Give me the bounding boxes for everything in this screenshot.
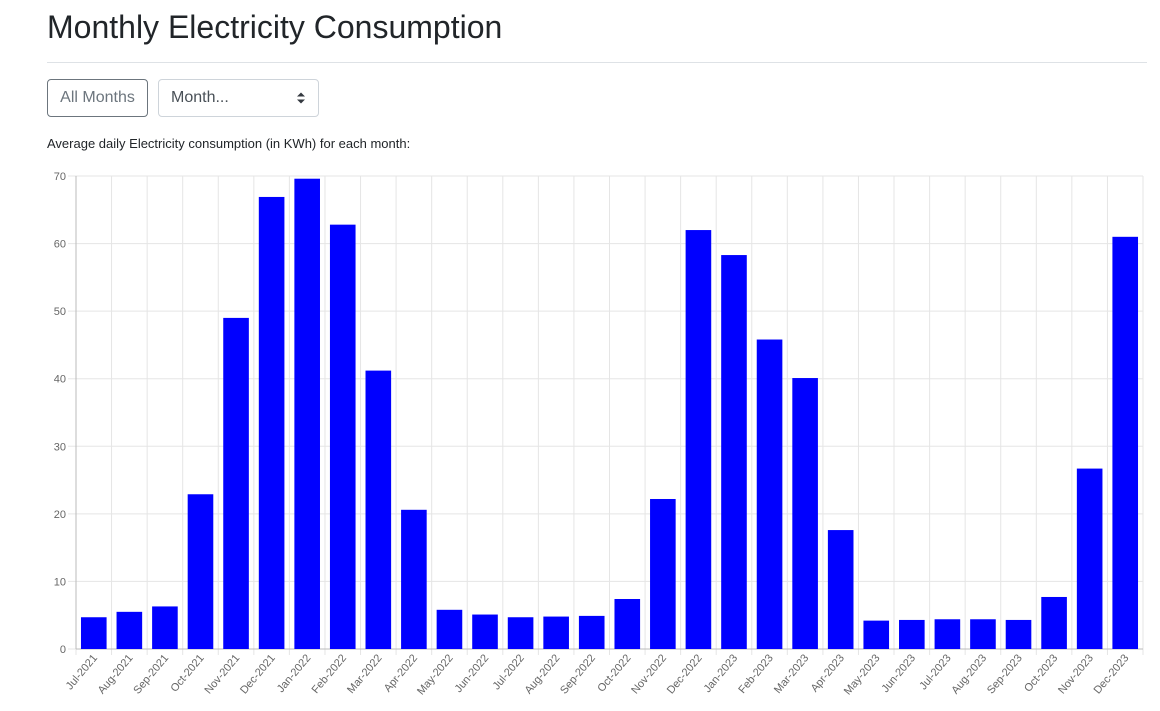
month-select[interactable]: Month... bbox=[158, 79, 319, 117]
x-tick-label: Jun-2022 bbox=[453, 652, 492, 695]
x-tick-label: Feb-2022 bbox=[310, 652, 349, 696]
bar bbox=[578, 615, 605, 649]
bar bbox=[863, 620, 890, 649]
bar bbox=[507, 617, 534, 649]
y-tick-label: 30 bbox=[54, 441, 66, 453]
x-tick-label: May-2022 bbox=[415, 652, 456, 697]
x-tick-label: May-2023 bbox=[842, 652, 883, 697]
y-tick-label: 70 bbox=[54, 171, 66, 183]
bar bbox=[721, 255, 747, 649]
x-tick-label: Nov-2021 bbox=[202, 652, 242, 696]
bar bbox=[187, 494, 214, 649]
y-tick-label: 40 bbox=[54, 374, 66, 386]
y-tick-label: 0 bbox=[60, 644, 66, 656]
bar bbox=[1112, 236, 1139, 650]
bar bbox=[436, 609, 463, 649]
x-tick-label: Oct-2023 bbox=[1022, 652, 1060, 694]
x-tick-label: Oct-2021 bbox=[169, 652, 207, 694]
x-tick-label: Mar-2023 bbox=[772, 652, 811, 696]
bar bbox=[80, 617, 107, 649]
bar bbox=[970, 619, 996, 649]
x-tick-label: Oct-2022 bbox=[595, 652, 633, 694]
page-title: Monthly Electricity Consumption bbox=[47, 9, 503, 45]
x-tick-label: Jan-2022 bbox=[275, 652, 314, 695]
x-tick-label: Feb-2023 bbox=[736, 652, 775, 696]
y-tick-label: 20 bbox=[54, 509, 66, 521]
bar bbox=[792, 378, 818, 649]
bar bbox=[329, 224, 356, 649]
x-tick-label: Sep-2021 bbox=[131, 652, 171, 696]
x-tick-label: Apr-2022 bbox=[382, 652, 420, 694]
y-tick-label: 10 bbox=[54, 576, 66, 588]
x-tick-label: Dec-2023 bbox=[1092, 652, 1132, 696]
bar bbox=[152, 606, 178, 649]
bar bbox=[258, 196, 285, 649]
bar bbox=[401, 509, 427, 649]
title-divider bbox=[47, 62, 1147, 63]
x-tick-label: Dec-2021 bbox=[238, 652, 278, 696]
bar bbox=[543, 616, 569, 649]
bar bbox=[899, 619, 925, 649]
x-tick-label: Sep-2023 bbox=[985, 652, 1025, 696]
x-tick-label: Jul-2022 bbox=[491, 652, 527, 692]
bar bbox=[756, 339, 783, 649]
bar bbox=[1041, 596, 1067, 649]
bar bbox=[294, 178, 320, 649]
x-tick-label: Dec-2022 bbox=[665, 652, 705, 696]
x-tick-label: Jul-2021 bbox=[64, 652, 100, 692]
x-tick-label: Nov-2023 bbox=[1056, 652, 1096, 696]
bar bbox=[827, 530, 854, 649]
bar bbox=[650, 498, 676, 649]
bar bbox=[223, 317, 249, 649]
chart-subtitle: Average daily Electricity consumption (i… bbox=[47, 136, 411, 151]
bar bbox=[685, 230, 712, 650]
x-tick-label: Sep-2022 bbox=[558, 652, 598, 696]
y-tick-label: 60 bbox=[54, 239, 66, 251]
x-tick-label: Aug-2022 bbox=[523, 652, 563, 696]
bar bbox=[365, 370, 392, 649]
bar bbox=[116, 611, 143, 649]
all-months-button[interactable]: All Months bbox=[47, 79, 148, 117]
bar bbox=[1005, 619, 1032, 649]
x-tick-label: Mar-2022 bbox=[345, 652, 384, 696]
month-select-value: Month... bbox=[171, 89, 229, 106]
bar bbox=[1076, 468, 1103, 649]
bar bbox=[614, 598, 641, 649]
bar bbox=[934, 619, 961, 649]
x-tick-label: Aug-2021 bbox=[96, 652, 136, 696]
x-tick-label: Jun-2023 bbox=[879, 652, 918, 695]
y-tick-label: 50 bbox=[54, 306, 66, 318]
x-tick-label: Jan-2023 bbox=[702, 652, 741, 695]
bar bbox=[472, 614, 498, 649]
x-tick-label: Apr-2023 bbox=[809, 652, 847, 694]
x-tick-label: Nov-2022 bbox=[629, 652, 669, 696]
select-arrows-icon bbox=[296, 91, 306, 105]
x-tick-label: Aug-2023 bbox=[949, 652, 989, 696]
x-tick-label: Jul-2023 bbox=[917, 652, 953, 692]
